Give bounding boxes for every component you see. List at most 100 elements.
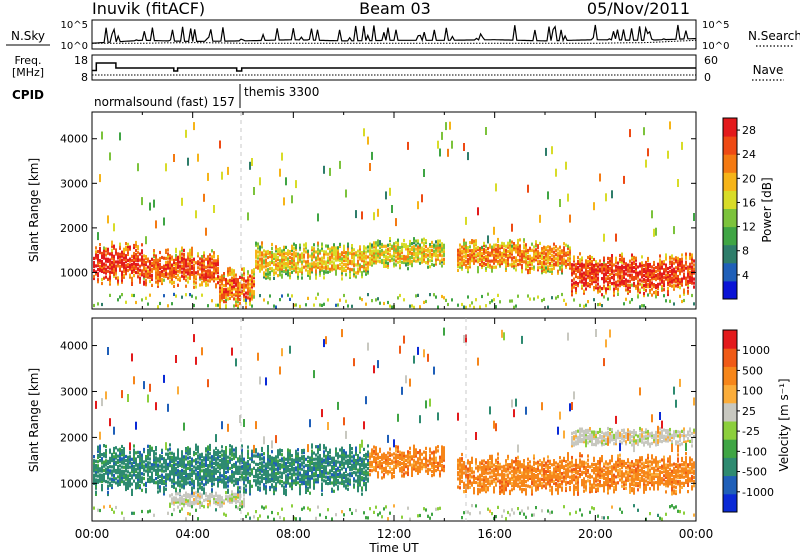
heatmap-cell [497, 246, 499, 250]
heatmap-cell [377, 243, 379, 247]
heatmap-cell [173, 481, 175, 485]
heatmap-cell [231, 294, 233, 298]
cpid-program-1: themis 3300 [244, 85, 319, 99]
heatmap-cell [425, 249, 427, 253]
heatmap-cell [239, 293, 241, 298]
heatmap-cell [603, 266, 605, 270]
heatmap-cell [285, 470, 287, 474]
heatmap-cell [225, 295, 227, 299]
heatmap-cell [257, 242, 259, 246]
heatmap-cell [321, 264, 323, 268]
heatmap-cell [319, 271, 321, 275]
heatmap-cell [285, 482, 287, 486]
heatmap-cell [131, 511, 133, 515]
heatmap-cell [579, 303, 581, 307]
heatmap-cell [183, 252, 185, 256]
heatmap-cell [597, 264, 599, 268]
heatmap-cell [137, 163, 139, 172]
heatmap-cell [187, 256, 189, 260]
heatmap-cell [203, 251, 205, 255]
heatmap-cell [121, 264, 123, 268]
heatmap-cell [679, 272, 681, 276]
heatmap-cell [305, 244, 307, 248]
heatmap-cell [271, 250, 273, 255]
heatmap-cell [297, 254, 299, 258]
heatmap-cell [295, 482, 297, 486]
heatmap-cell [271, 460, 273, 464]
heatmap-cell [129, 442, 131, 451]
heatmap-cell [295, 244, 297, 248]
heatmap-cell [497, 237, 499, 242]
heatmap-cell [435, 250, 437, 254]
heatmap-cell [215, 259, 217, 263]
heatmap-cell [519, 250, 521, 254]
heatmap-cell [217, 453, 219, 457]
heatmap-cell [99, 174, 101, 183]
heatmap-cell [99, 259, 101, 263]
heatmap-cell [267, 445, 269, 449]
heatmap-cell [387, 257, 389, 261]
heatmap-cell [109, 481, 111, 485]
heatmap-cell [635, 258, 637, 262]
heatmap-cell [153, 481, 155, 485]
heatmap-cell [105, 461, 107, 465]
heatmap-cell [115, 477, 117, 481]
heatmap-cell [627, 269, 629, 273]
heatmap-cell [413, 253, 415, 257]
heatmap-cell [515, 244, 517, 248]
heatmap-cell [251, 285, 253, 289]
heatmap-cell [261, 243, 263, 247]
heatmap-cell [299, 304, 301, 308]
heatmap-cell [291, 476, 293, 480]
heatmap-cell [407, 247, 409, 251]
heatmap-cell [185, 473, 187, 478]
heatmap-cell [547, 255, 549, 259]
heatmap-cell [521, 260, 523, 264]
heatmap-cell [291, 460, 293, 464]
heatmap-cell [529, 256, 531, 260]
heatmap-cell [115, 264, 117, 268]
heatmap-cell [117, 282, 119, 286]
heatmap-cell [585, 287, 587, 291]
heatmap-cell [669, 277, 671, 281]
heatmap-cell [599, 302, 601, 306]
heatmap-cell [579, 258, 581, 262]
heatmap-cell [683, 292, 685, 296]
heatmap-cell [125, 300, 127, 304]
heatmap-cell [259, 486, 261, 490]
heatmap-cell [553, 266, 555, 270]
heatmap-cell [431, 258, 433, 262]
nsky-tick-bottom: 10^0 [61, 41, 88, 52]
heatmap-cell [307, 296, 309, 300]
heatmap-cell [185, 499, 187, 503]
heatmap-cell [287, 259, 289, 263]
heatmap-cell [477, 248, 479, 252]
heatmap-cell [679, 268, 681, 272]
heatmap-cell [397, 252, 399, 256]
heatmap-cell [143, 276, 145, 280]
heatmap-cell [267, 473, 269, 478]
heatmap-cell [605, 291, 607, 295]
heatmap-cell [521, 252, 523, 256]
heatmap-cell [259, 247, 261, 251]
heatmap-cell [423, 243, 425, 247]
heatmap-cell [113, 475, 115, 479]
heatmap-cell [255, 483, 257, 487]
heatmap-cell [173, 483, 175, 487]
heatmap-cell [123, 480, 125, 484]
heatmap-cell [669, 279, 671, 283]
heatmap-cell [483, 247, 485, 251]
heatmap-cell [197, 473, 199, 477]
heatmap-cell [179, 482, 181, 486]
heatmap-cell [671, 284, 673, 288]
heatmap-cell [205, 476, 207, 480]
heatmap-cell [279, 462, 281, 467]
heatmap-cell [131, 463, 133, 468]
heatmap-cell [207, 503, 209, 507]
heatmap-cell [189, 482, 191, 486]
heatmap-cell [543, 249, 545, 253]
heatmap-cell [189, 260, 191, 264]
heatmap-cell [93, 455, 95, 459]
heatmap-cell [161, 269, 163, 274]
